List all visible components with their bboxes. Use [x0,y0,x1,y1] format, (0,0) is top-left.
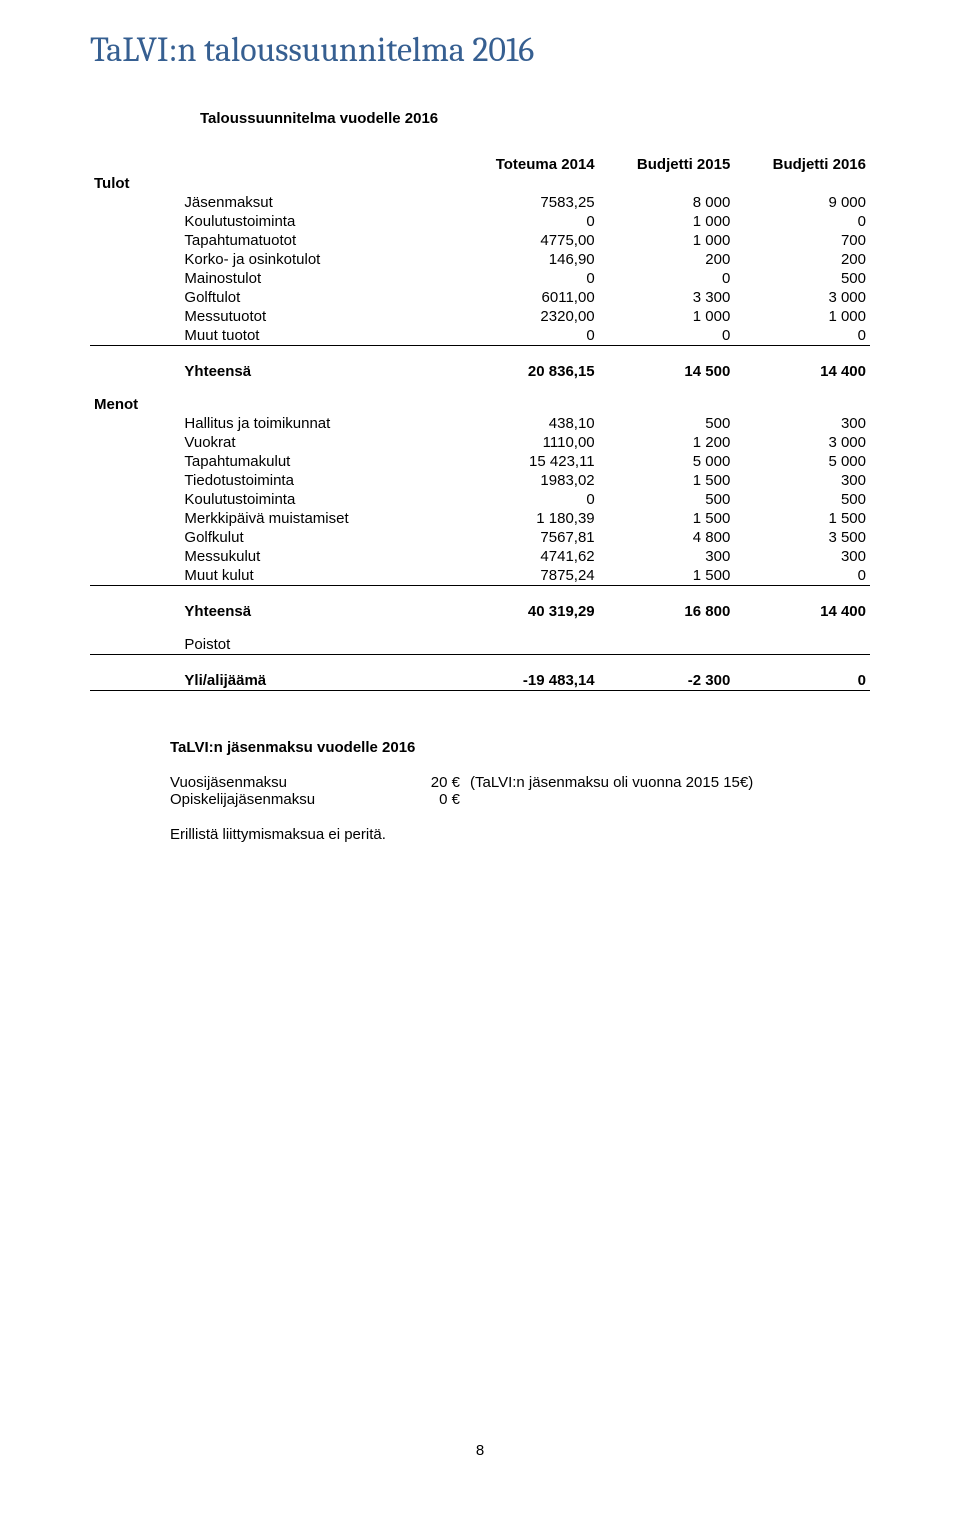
page-number: 8 [476,1442,484,1459]
tulot-label: Tulot [90,174,180,193]
menot-total-label: Yhteensä [180,602,463,621]
menot-label: Menot [90,395,180,414]
surplus-label: Yli/alijäämä [180,671,463,691]
row-label: Jäsenmaksut [180,193,463,212]
tulot-total-label: Yhteensä [180,362,463,381]
sub-title: Taloussuunnitelma vuodelle 2016 [90,110,870,127]
col-header-1: Toteuma 2014 [463,155,599,174]
col-header-2: Budjetti 2015 [599,155,735,174]
col-header-3: Budjetti 2016 [734,155,870,174]
page-title: TaLVI:n taloussuunnitelma 2016 [90,30,870,70]
membership-final: Erillistä liittymismaksua ei peritä. [170,826,870,843]
membership-section: TaLVI:n jäsenmaksu vuodelle 2016 Vuosijä… [90,739,870,843]
budget-table: Toteuma 2014 Budjetti 2015 Budjetti 2016… [90,155,870,693]
poistot-label: Poistot [180,635,463,655]
membership-row-label: Vuosijäsenmaksu [170,774,400,791]
membership-row-value: 20 € [400,774,460,791]
membership-row-note: (TaLVI:n jäsenmaksu oli vuonna 2015 15€) [460,774,753,791]
membership-title: TaLVI:n jäsenmaksu vuodelle 2016 [170,739,870,756]
